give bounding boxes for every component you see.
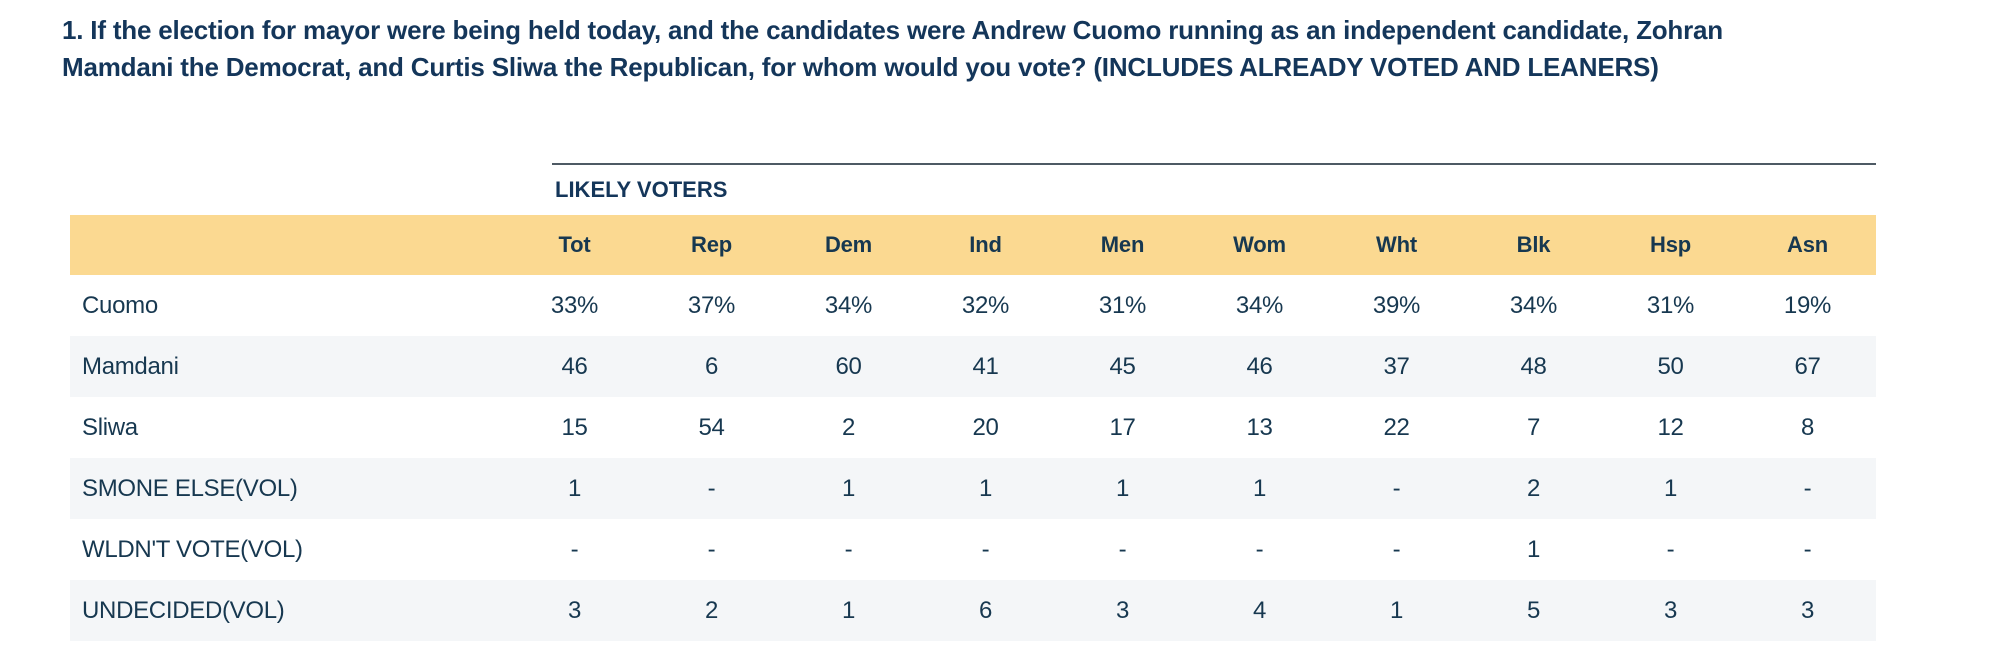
data-cell: 19% — [1783, 291, 1832, 319]
data-cell: 50 — [1657, 352, 1684, 380]
data-cell: - — [707, 474, 716, 502]
data-cell: 1 — [1526, 535, 1541, 563]
data-cell: - — [844, 535, 853, 563]
table-header-row: Tot Rep Dem Ind Men Wom Wht Blk Hsp Asn — [70, 215, 1876, 275]
row-label: Sliwa — [82, 413, 138, 441]
data-cell: 1 — [841, 596, 856, 624]
data-cell: 46 — [1246, 352, 1273, 380]
question-line-1: 1. If the election for mayor were being … — [62, 15, 1723, 45]
data-cell: - — [570, 535, 579, 563]
data-cell: - — [981, 535, 990, 563]
data-cell: 6 — [978, 596, 993, 624]
column-header-ind: Ind — [969, 232, 1002, 257]
row-label: Cuomo — [82, 291, 158, 319]
question-text: 1. If the election for mayor were being … — [62, 12, 1723, 86]
data-cell: 13 — [1246, 413, 1273, 441]
row-label: SMONE ELSE(VOL) — [82, 474, 298, 502]
column-header-men: Men — [1100, 232, 1145, 257]
data-cell: - — [1803, 474, 1812, 502]
data-cell: 34% — [1509, 291, 1558, 319]
data-cell: 37 — [1383, 352, 1410, 380]
table-row: Cuomo 33% 37% 34% 32% 31% 34% 39% 34% 31% 19% — [70, 275, 1876, 336]
data-cell: 1 — [841, 474, 856, 502]
table-row: Sliwa 15 54 2 20 17 13 22 7 12 8 — [70, 397, 1876, 458]
data-cell: 15 — [561, 413, 588, 441]
column-header-asn: Asn — [1787, 232, 1828, 257]
data-cell: 31% — [1646, 291, 1695, 319]
data-cell: 12 — [1657, 413, 1684, 441]
column-header-blk: Blk — [1516, 232, 1551, 257]
data-cell: 34% — [824, 291, 873, 319]
data-cell: 7 — [1526, 413, 1541, 441]
data-cell: 1 — [1389, 596, 1404, 624]
data-cell: 60 — [835, 352, 862, 380]
data-cell: 45 — [1109, 352, 1136, 380]
data-cell: 22 — [1383, 413, 1410, 441]
table-row: Mamdani 46 6 60 41 45 46 37 48 50 67 — [70, 336, 1876, 397]
data-cell: 41 — [972, 352, 999, 380]
data-cell: 39% — [1372, 291, 1421, 319]
column-header-tot: Tot — [558, 232, 591, 257]
data-cell: 6 — [704, 352, 719, 380]
column-header-wom: Wom — [1233, 232, 1286, 257]
column-header-wht: Wht — [1376, 232, 1417, 257]
data-cell: 2 — [841, 413, 856, 441]
data-cell: 67 — [1794, 352, 1821, 380]
data-cell: 4 — [1252, 596, 1267, 624]
data-cell: 3 — [567, 596, 582, 624]
section-divider-rule — [552, 163, 1876, 165]
column-header-rep: Rep — [691, 232, 732, 257]
data-cell: 37% — [687, 291, 736, 319]
data-cell: 2 — [1526, 474, 1541, 502]
data-cell: - — [1392, 474, 1401, 502]
data-cell: 3 — [1115, 596, 1130, 624]
data-cell: 2 — [704, 596, 719, 624]
data-cell: 1 — [567, 474, 582, 502]
data-cell: 34% — [1235, 291, 1284, 319]
data-cell: 32% — [961, 291, 1010, 319]
row-label: WLDN'T VOTE(VOL) — [82, 535, 303, 563]
table-row: WLDN'T VOTE(VOL) - - - - - - - 1 - - — [70, 519, 1876, 580]
table-head: Tot Rep Dem Ind Men Wom Wht Blk Hsp Asn — [70, 215, 1876, 275]
data-cell: 17 — [1109, 413, 1136, 441]
data-cell: 1 — [1663, 474, 1678, 502]
data-cell: 33% — [550, 291, 599, 319]
data-cell: 48 — [1520, 352, 1547, 380]
column-header-dem: Dem — [824, 232, 873, 257]
data-cell: 1 — [978, 474, 993, 502]
data-cell: 46 — [561, 352, 588, 380]
poll-results-table: Tot Rep Dem Ind Men Wom Wht Blk Hsp Asn Cuomo 33% 3… — [70, 215, 1876, 641]
data-cell: - — [1255, 535, 1264, 563]
data-cell: 3 — [1800, 596, 1815, 624]
table-row: UNDECIDED(VOL) 3 2 1 6 3 4 1 5 3 3 — [70, 580, 1876, 641]
header-corner-cell — [70, 215, 506, 275]
data-cell: - — [1803, 535, 1812, 563]
data-cell: - — [1392, 535, 1401, 563]
data-cell: 3 — [1663, 596, 1678, 624]
data-cell: 54 — [698, 413, 725, 441]
column-header-hsp: Hsp — [1650, 232, 1691, 257]
data-cell: 1 — [1115, 474, 1130, 502]
section-label-likely-voters: LIKELY VOTERS — [555, 177, 728, 202]
row-label: Mamdani — [82, 352, 179, 380]
table-body: Cuomo 33% 37% 34% 32% 31% 34% 39% 34% 31% 19% Mamda… — [70, 275, 1876, 641]
data-cell: 8 — [1800, 413, 1815, 441]
table-row: SMONE ELSE(VOL) 1 - 1 1 1 1 - 2 1 - — [70, 458, 1876, 519]
data-cell: 5 — [1526, 596, 1541, 624]
data-cell: 1 — [1252, 474, 1267, 502]
row-label: UNDECIDED(VOL) — [82, 596, 285, 624]
data-cell: - — [1118, 535, 1127, 563]
data-cell: 20 — [972, 413, 999, 441]
question-line-2: Mamdani the Democrat, and Curtis Sliwa t… — [62, 52, 1659, 82]
data-cell: - — [1666, 535, 1675, 563]
data-cell: 31% — [1098, 291, 1147, 319]
data-cell: - — [707, 535, 716, 563]
